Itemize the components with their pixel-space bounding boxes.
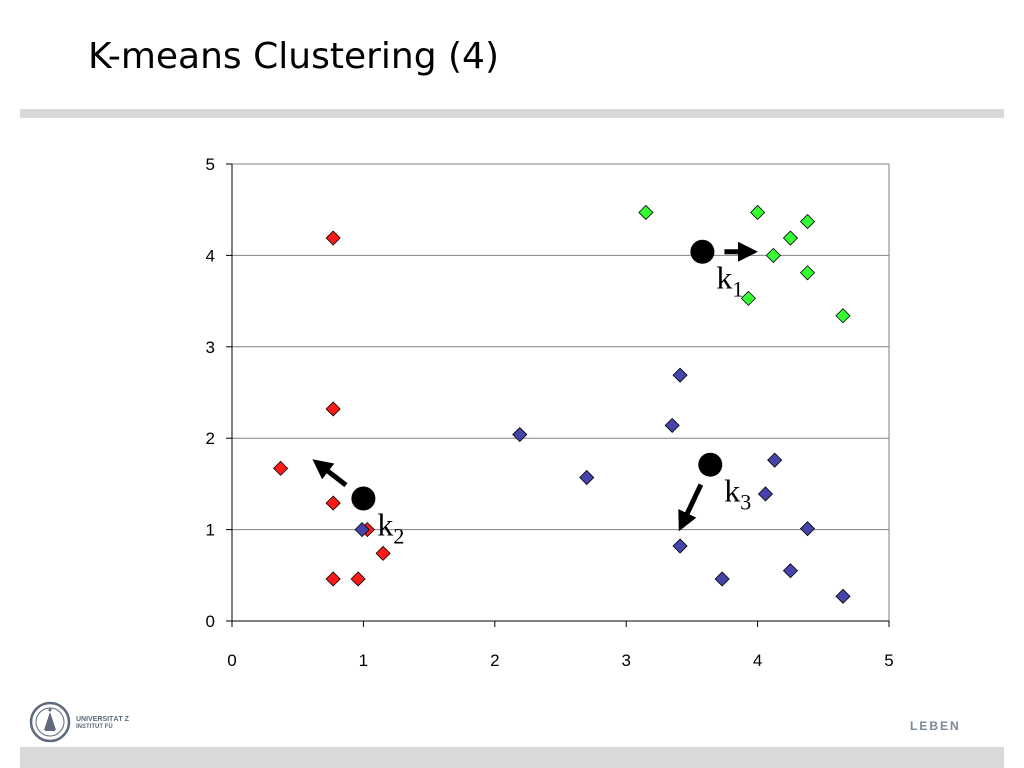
data-point-k3: [799, 521, 816, 537]
footer-tagline: LEBEN: [910, 719, 961, 733]
x-tick-label: 1: [359, 651, 368, 670]
plot-area: [232, 164, 890, 621]
x-tick-label: 0: [227, 651, 236, 670]
centroid-k1: [690, 239, 715, 264]
university-seal-icon: [29, 701, 71, 743]
x-tick-label: 5: [884, 651, 893, 670]
y-tick-label: 5: [206, 155, 215, 174]
centroid-label: k1: [716, 260, 743, 302]
title-divider: [20, 109, 1004, 118]
data-point-k3: [767, 452, 783, 468]
centroid-k3: [698, 452, 723, 477]
data-point-k1: [638, 204, 654, 221]
y-tick-label: 2: [206, 429, 215, 448]
data-point-k2: [273, 460, 289, 476]
centroids: k1 k2 k3: [351, 239, 751, 549]
x-tick-label: 2: [490, 651, 499, 670]
data-point-k2: [350, 571, 366, 587]
y-tick-label: 0: [206, 612, 215, 631]
data-point-k1: [750, 204, 766, 221]
data-point-k2: [325, 495, 341, 511]
centroid-arrow-k2: [312, 459, 348, 488]
data-points: [273, 204, 851, 604]
data-point-k1: [799, 214, 816, 230]
data-point-k1: [740, 290, 756, 306]
centroid-arrows: [312, 241, 758, 532]
data-point-k1: [782, 230, 799, 246]
data-point-k3: [782, 563, 799, 579]
data-point-k1: [835, 308, 851, 324]
y-tick-label: 4: [206, 246, 215, 265]
logo-line-2: INSTITUT FÜ: [76, 724, 113, 730]
data-point-k3: [672, 367, 688, 383]
data-point-k3: [757, 486, 774, 502]
centroid-label: k3: [724, 473, 751, 515]
data-point-k3: [835, 588, 851, 604]
data-point-k2: [325, 230, 341, 246]
data-point-k2: [325, 571, 341, 587]
logo-wordmark: UNIVERSITÄT Z INSTITUT FÜ: [76, 716, 168, 731]
centroid-label: k2: [377, 507, 404, 549]
centroid-k2: [351, 486, 376, 511]
data-point-k1: [765, 247, 781, 263]
y-tick-label: 1: [206, 521, 215, 540]
footer-band: [20, 747, 1004, 768]
x-tick-label: 4: [753, 651, 762, 670]
data-point-k3: [579, 469, 595, 486]
y-tick-label: 3: [206, 338, 215, 357]
scatter-chart: 0 1 2 3 4 5 0 1 2 3 4 5 k1 k2 k3: [206, 155, 894, 670]
data-point-k3: [512, 426, 528, 443]
plot-background: [232, 164, 889, 621]
data-point-k3: [664, 417, 680, 433]
centroid-arrow-k3: [678, 483, 704, 532]
university-logo: UNIVERSITÄT Z INSTITUT FÜ: [28, 700, 140, 744]
data-point-k1: [799, 265, 816, 281]
data-point-k3: [714, 571, 730, 587]
data-point-k3: [672, 538, 688, 554]
data-point-k3: [354, 522, 370, 538]
tick-labels: 0 1 2 3 4 5 0 1 2 3 4 5: [206, 155, 894, 670]
data-point-k2: [325, 401, 341, 417]
page-title: K-means Clustering (4): [88, 36, 499, 77]
axes: [226, 163, 890, 627]
x-tick-label: 3: [621, 651, 630, 670]
data-point-k2: [375, 545, 391, 561]
logo-line-1: UNIVERSITÄT Z: [76, 716, 129, 723]
